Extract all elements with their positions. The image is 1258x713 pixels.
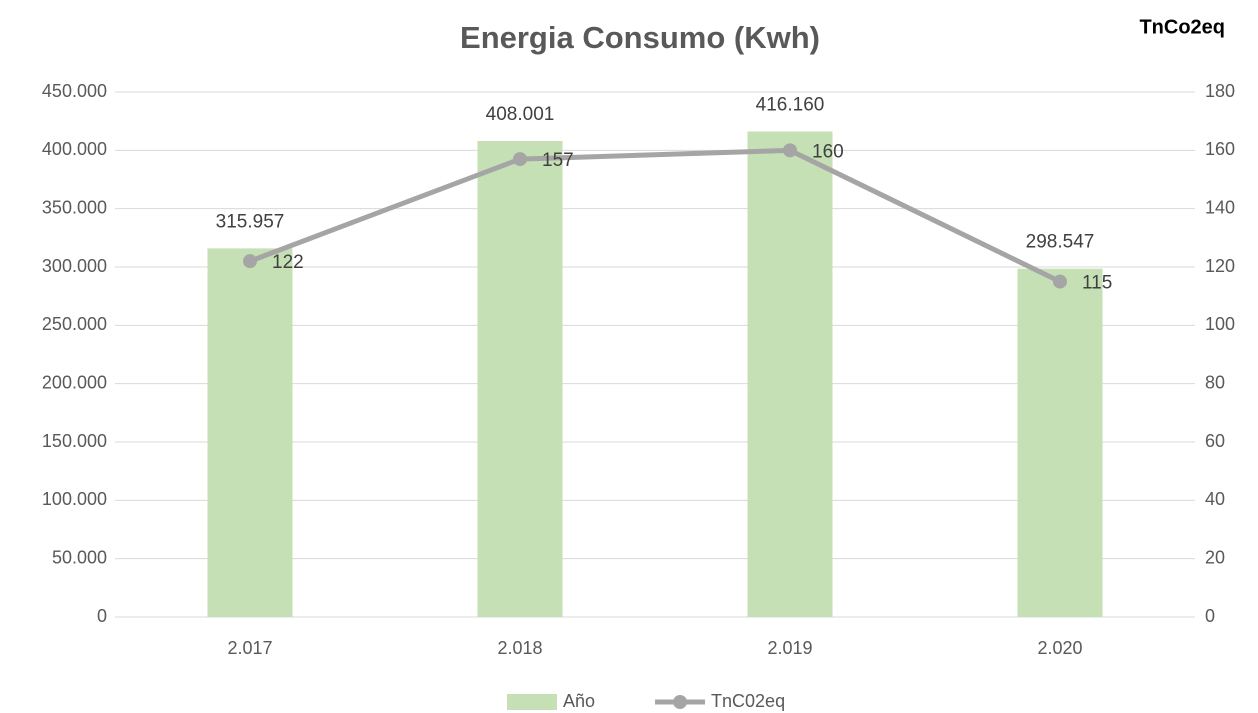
y-tick-label: 250.000 <box>42 314 107 334</box>
bar <box>477 140 563 617</box>
data-label: 157 <box>542 150 574 171</box>
y-tick-label: 0 <box>97 606 107 626</box>
y-tick-label: 100.000 <box>42 489 107 509</box>
x-tick-label: 2.018 <box>497 638 542 658</box>
bar <box>207 248 293 618</box>
bar <box>1017 268 1103 617</box>
y2-tick-label: 60 <box>1205 431 1225 451</box>
line-marker <box>513 152 527 167</box>
y-tick-label: 350.000 <box>42 197 107 217</box>
y-tick-label: 450.000 <box>42 81 107 101</box>
y-tick-label: 150.000 <box>42 431 107 451</box>
y-tick-label: 200.000 <box>42 372 107 392</box>
y-tick-label: 400.000 <box>42 139 107 159</box>
x-tick-label: 2.017 <box>227 638 272 658</box>
legend-label: TnC02eq <box>711 691 785 711</box>
y2-tick-label: 180 <box>1205 81 1235 101</box>
y2-axis-title: TnCo2eq <box>1139 16 1225 38</box>
y2-tick-label: 160 <box>1205 139 1235 159</box>
y-tick-label: 50.000 <box>52 547 107 567</box>
y2-tick-label: 80 <box>1205 372 1225 392</box>
x-tick-label: 2.020 <box>1037 638 1082 658</box>
data-label: 115 <box>1082 273 1112 294</box>
y2-tick-label: 120 <box>1205 256 1235 276</box>
legend-label: Año <box>563 691 595 711</box>
legend-swatch <box>507 694 557 710</box>
line-marker <box>243 254 257 269</box>
x-tick-label: 2.019 <box>767 638 812 658</box>
data-label: 416.160 <box>756 94 825 115</box>
y-tick-label: 300.000 <box>42 256 107 276</box>
bar <box>747 131 833 618</box>
y2-tick-label: 40 <box>1205 489 1225 509</box>
line-marker <box>783 143 797 158</box>
line-marker <box>1053 274 1067 289</box>
y2-tick-label: 0 <box>1205 606 1215 626</box>
data-label: 298.547 <box>1026 232 1095 253</box>
legend-marker <box>673 695 688 709</box>
line <box>249 147 1062 284</box>
data-label: 408.001 <box>486 104 555 125</box>
y2-tick-label: 140 <box>1205 197 1235 217</box>
data-label: 122 <box>272 252 304 273</box>
data-label: 315.957 <box>216 211 285 232</box>
y2-tick-label: 20 <box>1205 547 1225 567</box>
chart-title: Energia Consumo (Kwh) <box>460 20 820 55</box>
y2-tick-label: 100 <box>1205 314 1235 334</box>
data-label: 160 <box>812 141 844 162</box>
